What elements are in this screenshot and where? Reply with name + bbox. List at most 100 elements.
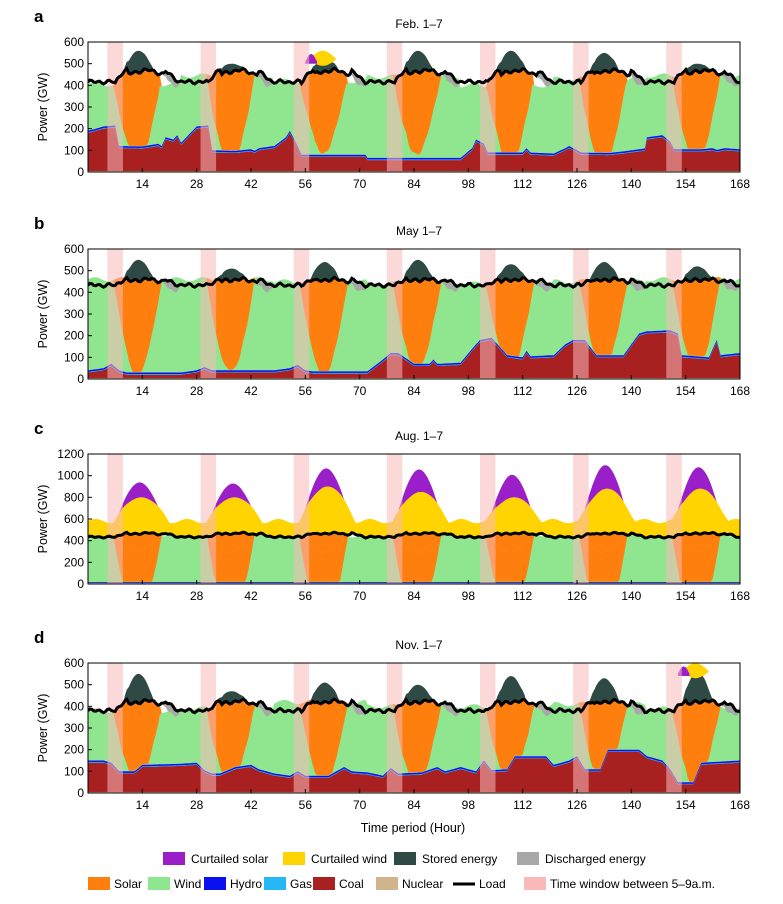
stored-energy-area [88,671,740,713]
time-window-band [107,454,123,584]
y-tick-label: 0 [77,577,84,591]
y-tick-label: 100 [64,764,84,778]
time-window-band [200,249,217,379]
time-window-band [573,42,589,172]
y-tick-label: 500 [64,264,84,278]
time-window-band [293,663,310,793]
x-tick-label: 98 [462,798,476,812]
y-tick-label: 500 [64,57,84,71]
legend-label-window: Time window between 5–9a.m. [550,877,715,891]
x-tick-label: 70 [353,798,367,812]
time-window-band [479,249,496,379]
solar-under-load [88,532,740,553]
x-tick-label: 84 [407,177,421,191]
chart-panel-b: 0 100 200 300 400 500 600 14 28 42 56 70 84 98 112 126 1… [34,214,750,398]
chart-panel-d: 0 100 200 300 400 500 600 14 28 42 56 70 84 98 112 126 1… [34,628,750,812]
x-tick-label: 28 [190,384,204,398]
y-axis-label: Power (GW) [36,73,50,142]
y-axis-label: Power (GW) [36,280,50,349]
legend-swatch-curtailed-solar [163,852,185,865]
legend-label-discharged: Discharged energy [545,852,646,866]
legend-label-nuclear: Nuclear [402,877,443,891]
solar-area [88,699,740,782]
y-tick-label: 600 [64,512,84,526]
stored-energy-area [88,259,740,288]
solar-area [88,532,740,582]
panel-title: Aug. 1–7 [395,429,443,443]
x-tick-label: 126 [567,177,587,191]
time-window-band [200,663,217,793]
time-window-band [107,249,123,379]
x-tick-label: 14 [136,798,150,812]
legend-swatch-coal [313,877,335,890]
time-window-band [666,42,682,172]
time-window-band [386,663,403,793]
plot-area [88,42,740,172]
time-window-band [666,663,682,793]
x-tick-label: 112 [513,384,532,398]
x-tick-label: 168 [730,589,750,603]
legend-label-load: Load [479,877,506,891]
x-tick-label: 42 [244,798,258,812]
legend-swatch-hydro [204,877,226,890]
time-window-band [666,454,682,584]
y-tick-label: 600 [64,35,84,49]
x-tick-label: 168 [730,177,750,191]
x-tick-label: 154 [676,177,696,191]
legend-label-solar: Solar [114,877,142,891]
time-window-band [666,249,682,379]
x-tick-label: 168 [730,798,750,812]
y-tick-label: 200 [64,122,84,136]
chart-panels: 0 100 200 300 400 500 600 14 28 42 56 70 84 98 112 126 1… [34,7,750,812]
y-tick-label: 400 [64,534,84,548]
time-window-band [293,42,310,172]
legend-label-curtailed-solar: Curtailed solar [191,852,268,866]
y-tick-label: 400 [64,78,84,92]
y-tick-label: 200 [64,743,84,757]
y-tick-label: 0 [77,372,84,386]
x-tick-label: 140 [621,177,641,191]
x-axis-label: Time period (Hour) [361,821,465,835]
legend-swatch-curtailed-wind [283,852,305,865]
legend-swatch-window [524,877,546,890]
x-tick-label: 154 [676,798,696,812]
x-tick-label: 14 [136,589,150,603]
x-tick-label: 126 [567,589,587,603]
time-window-band [107,663,123,793]
time-window-band [573,663,589,793]
x-tick-label: 140 [621,384,641,398]
panel-letter: a [34,7,44,26]
x-tick-label: 84 [407,798,421,812]
x-tick-label: 70 [353,177,367,191]
chart-panel-a: 0 100 200 300 400 500 600 14 28 42 56 70 84 98 112 126 1… [34,7,750,191]
legend-swatch-solar [88,877,110,890]
y-tick-label: 800 [64,490,84,504]
time-window-band [479,42,496,172]
x-tick-label: 140 [621,798,641,812]
legend-label-gas: Gas [290,877,312,891]
time-window-band [200,42,217,172]
panel-letter: c [34,419,43,438]
x-tick-label: 140 [621,589,641,603]
x-tick-label: 56 [299,384,313,398]
y-tick-label: 200 [64,555,84,569]
x-tick-label: 28 [190,177,204,191]
legend-swatch-wind [148,877,170,890]
solar-area [88,68,740,155]
x-tick-label: 56 [299,589,313,603]
panel-title: May 1–7 [396,224,442,238]
time-window-band [107,42,123,172]
y-tick-label: 100 [64,143,84,157]
x-tick-label: 126 [567,384,587,398]
y-tick-label: 600 [64,656,84,670]
panel-title: Nov. 1–7 [395,638,442,652]
y-tick-label: 300 [64,100,84,114]
time-window-band [386,42,403,172]
legend-swatch-discharged [517,852,539,865]
x-tick-label: 112 [513,589,532,603]
y-tick-label: 400 [64,285,84,299]
y-tick-label: 1000 [57,469,84,483]
load-line [88,530,740,540]
x-tick-label: 112 [513,177,532,191]
